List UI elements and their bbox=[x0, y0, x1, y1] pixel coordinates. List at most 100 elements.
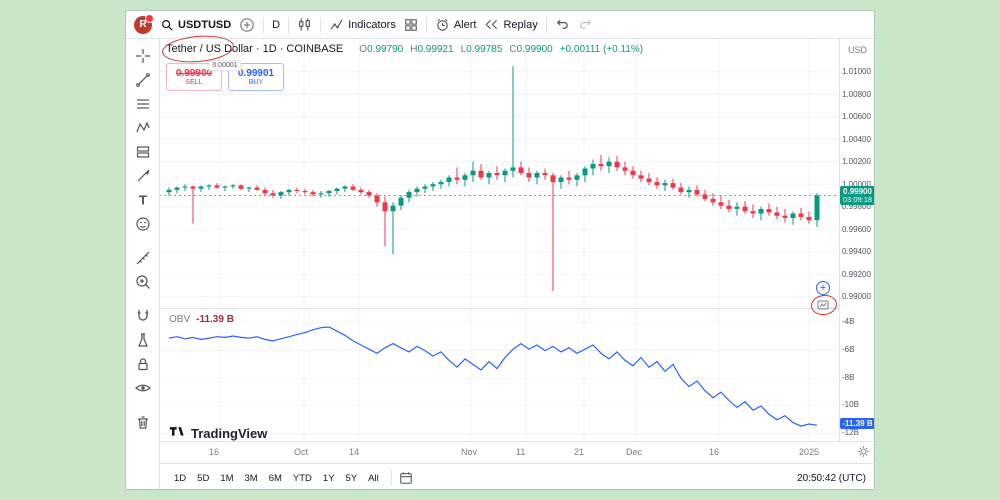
time-axis-label: 16 bbox=[209, 447, 220, 457]
lock-tool-icon[interactable] bbox=[132, 353, 154, 374]
price-axis-label: 1.00800 bbox=[842, 89, 871, 99]
cursor-tool-icon[interactable] bbox=[132, 45, 154, 66]
price-axis-label: 0.99600 bbox=[842, 224, 871, 234]
alert-label: Alert bbox=[453, 18, 477, 31]
price-axis-label: 0.99400 bbox=[842, 247, 871, 257]
trend-line-tool-icon[interactable] bbox=[132, 69, 154, 90]
bar-countdown: 03:09:18 bbox=[842, 194, 873, 204]
xabcd-pattern-tool-icon[interactable] bbox=[132, 117, 154, 138]
symbol-search-button[interactable]: USDTUSD bbox=[160, 18, 231, 32]
range-button-all[interactable]: All bbox=[368, 472, 379, 484]
time-axis[interactable]: 16 Oct 14 Nov 11 21 Dec 16 2025 bbox=[159, 441, 874, 464]
magnet-tool-icon[interactable] bbox=[132, 305, 154, 326]
obv-axis-label: -12B bbox=[842, 428, 859, 438]
top-toolbar: R USDTUSD D bbox=[126, 11, 874, 39]
obv-label: OBV bbox=[169, 314, 191, 325]
trade-widget: 0.99900 SELL 0.99901 BUY 0.00001 bbox=[166, 60, 284, 91]
redo-icon[interactable] bbox=[578, 17, 593, 32]
buy-price: 0.99901 bbox=[237, 67, 275, 79]
price-axis-label: 1.00000 bbox=[842, 179, 871, 189]
notification-badge bbox=[145, 13, 154, 23]
trash-tool-icon[interactable] bbox=[132, 411, 154, 432]
last-price-badge: 0.99900 03:09:18 bbox=[840, 185, 874, 205]
sell-label: SELL bbox=[185, 78, 203, 86]
obv-axis-label: -10B bbox=[842, 400, 859, 410]
alarm-clock-icon bbox=[435, 17, 450, 32]
replay-icon bbox=[484, 17, 499, 32]
clock-utc[interactable]: 20:50:42 (UTC) bbox=[797, 472, 866, 484]
brush-tool-icon[interactable] bbox=[132, 165, 154, 186]
range-button-1y[interactable]: 1Y bbox=[322, 472, 335, 484]
range-button-6m[interactable]: 6M bbox=[268, 472, 282, 484]
range-button-ytd[interactable]: YTD bbox=[292, 472, 312, 484]
replay-label: Replay bbox=[503, 18, 538, 31]
bottom-toolbar: 1D 5D 1M 3M 6M YTD 1Y 5Y All 20:50:42 (UTC) bbox=[159, 463, 874, 489]
pane-buttons: + bbox=[809, 281, 839, 317]
quick-order-plus-button[interactable]: + bbox=[816, 281, 830, 295]
svg-text:T: T bbox=[139, 192, 147, 207]
obv-value-badge: -11.39 B bbox=[840, 418, 874, 430]
toolbar-divider bbox=[425, 16, 427, 33]
eye-tool-icon[interactable] bbox=[132, 377, 154, 398]
compare-add-icon[interactable] bbox=[239, 17, 255, 33]
time-axis-label: Oct bbox=[294, 447, 309, 457]
symbol-search-value: USDTUSD bbox=[178, 18, 232, 31]
time-axis-label: 2025 bbox=[799, 447, 820, 457]
toolbar-divider bbox=[288, 16, 290, 33]
long-position-tool-icon[interactable] bbox=[132, 141, 154, 162]
price-axis-label: 1.00600 bbox=[842, 112, 871, 122]
magic-tool-icon[interactable] bbox=[132, 329, 154, 350]
time-axis-label: Dec bbox=[626, 447, 643, 457]
interval-button[interactable]: D bbox=[272, 19, 280, 31]
time-axis-label: 21 bbox=[574, 447, 585, 457]
range-button-5y[interactable]: 5Y bbox=[345, 472, 358, 484]
obv-status-line[interactable]: OBV -11.39 B bbox=[169, 314, 234, 325]
chart-style-icon[interactable] bbox=[297, 17, 312, 32]
layout-grid-icon[interactable] bbox=[404, 18, 418, 32]
emoji-tool-icon[interactable] bbox=[132, 213, 154, 234]
symbol-header: Tether / US Dollar · 1D · COINBASE O0.99… bbox=[166, 43, 643, 55]
avatar-letter: R bbox=[139, 19, 147, 30]
buy-label: BUY bbox=[248, 78, 264, 86]
pane-settings-button[interactable] bbox=[809, 293, 839, 317]
price-axis[interactable]: USD 0.99900 03:09:18 -11.39 B 1.01000 1.0… bbox=[839, 38, 874, 441]
tradingview-logo-icon bbox=[169, 423, 186, 443]
range-button-3m[interactable]: 3M bbox=[244, 472, 258, 484]
indicators-icon bbox=[329, 17, 344, 32]
gear-icon[interactable] bbox=[857, 445, 870, 463]
sell-price: 0.99900 bbox=[175, 67, 213, 79]
toolbar-divider bbox=[263, 16, 265, 33]
replay-button[interactable]: Replay bbox=[484, 17, 538, 32]
obv-axis-label: -4B bbox=[842, 317, 855, 327]
range-button-5d[interactable]: 5D bbox=[197, 472, 210, 484]
symbol-title[interactable]: Tether / US Dollar · 1D · COINBASE bbox=[166, 43, 344, 55]
tradingview-window: R USDTUSD D bbox=[125, 10, 875, 490]
price-change: +0.00111 (+0.11%) bbox=[559, 43, 644, 55]
indicators-button[interactable]: Indicators bbox=[329, 17, 396, 32]
interval-value: D bbox=[272, 18, 281, 31]
time-axis-label: 16 bbox=[709, 447, 720, 457]
price-axis-label: 1.01000 bbox=[842, 67, 871, 77]
time-axis-label: Nov bbox=[461, 447, 478, 457]
time-axis-label: 14 bbox=[349, 447, 360, 457]
spread-value: 0.00001 bbox=[208, 60, 242, 71]
alert-button[interactable]: Alert bbox=[435, 17, 477, 32]
toolbar-divider bbox=[545, 16, 547, 33]
fib-retracement-tool-icon[interactable] bbox=[132, 93, 154, 114]
zoom-in-tool-icon[interactable] bbox=[132, 271, 154, 292]
obv-value: -11.39 B bbox=[196, 314, 234, 325]
undo-icon[interactable] bbox=[555, 17, 570, 32]
toolbar-divider bbox=[320, 16, 322, 33]
axis-currency-label: USD bbox=[848, 45, 868, 55]
measure-tool-icon[interactable] bbox=[132, 247, 154, 268]
calendar-icon[interactable] bbox=[399, 471, 413, 485]
obv-axis-label: -6B bbox=[842, 345, 855, 355]
price-axis-label: 0.99000 bbox=[842, 292, 871, 302]
obv-indicator-pane[interactable] bbox=[159, 308, 839, 442]
search-icon bbox=[160, 18, 174, 32]
text-tool-icon[interactable]: T bbox=[132, 189, 154, 210]
avatar[interactable]: R bbox=[134, 13, 154, 34]
range-button-1m[interactable]: 1M bbox=[220, 472, 234, 484]
range-button-1d[interactable]: 1D bbox=[174, 472, 187, 484]
